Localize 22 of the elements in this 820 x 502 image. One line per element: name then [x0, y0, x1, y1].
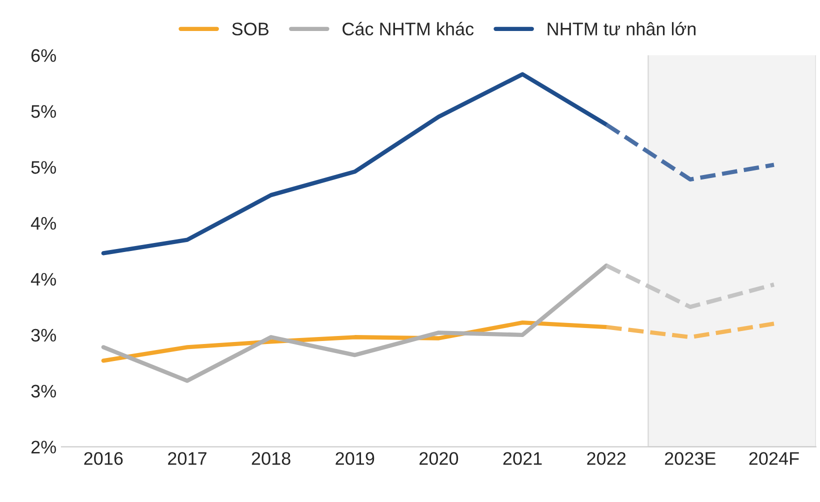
- line-series: [101, 263, 608, 383]
- y-tick-label: 4%: [30, 217, 56, 230]
- y-tick-label: 2%: [31, 440, 56, 454]
- y-tick-label: 6%: [31, 49, 56, 62]
- x-tick-label: 2021: [503, 452, 542, 465]
- y-tick-label: 5%: [31, 105, 56, 118]
- legend-label: SOB: [232, 22, 268, 36]
- x-tick-label: 2019: [336, 452, 374, 465]
- x-tick-label: 2020: [420, 452, 458, 465]
- y-tick-label: 5%: [31, 161, 56, 174]
- y-tick-label: 4%: [30, 272, 56, 286]
- x-tick-label: 2022: [587, 452, 626, 465]
- x-tick-label: 2024F: [749, 452, 799, 465]
- legend-label: Các NHTM khác: [342, 22, 474, 36]
- x-tick-label: 2017: [168, 452, 206, 465]
- legend-label: NHTM tư nhân lớn: [548, 22, 696, 36]
- x-tick-label: 2016: [84, 452, 123, 465]
- x-tick-label: 2018: [252, 452, 290, 465]
- y-tick-label: 3%: [31, 384, 56, 398]
- x-tick-label: 2023E: [664, 452, 716, 465]
- y-tick-label: 3%: [31, 328, 56, 342]
- line-series: [101, 72, 608, 256]
